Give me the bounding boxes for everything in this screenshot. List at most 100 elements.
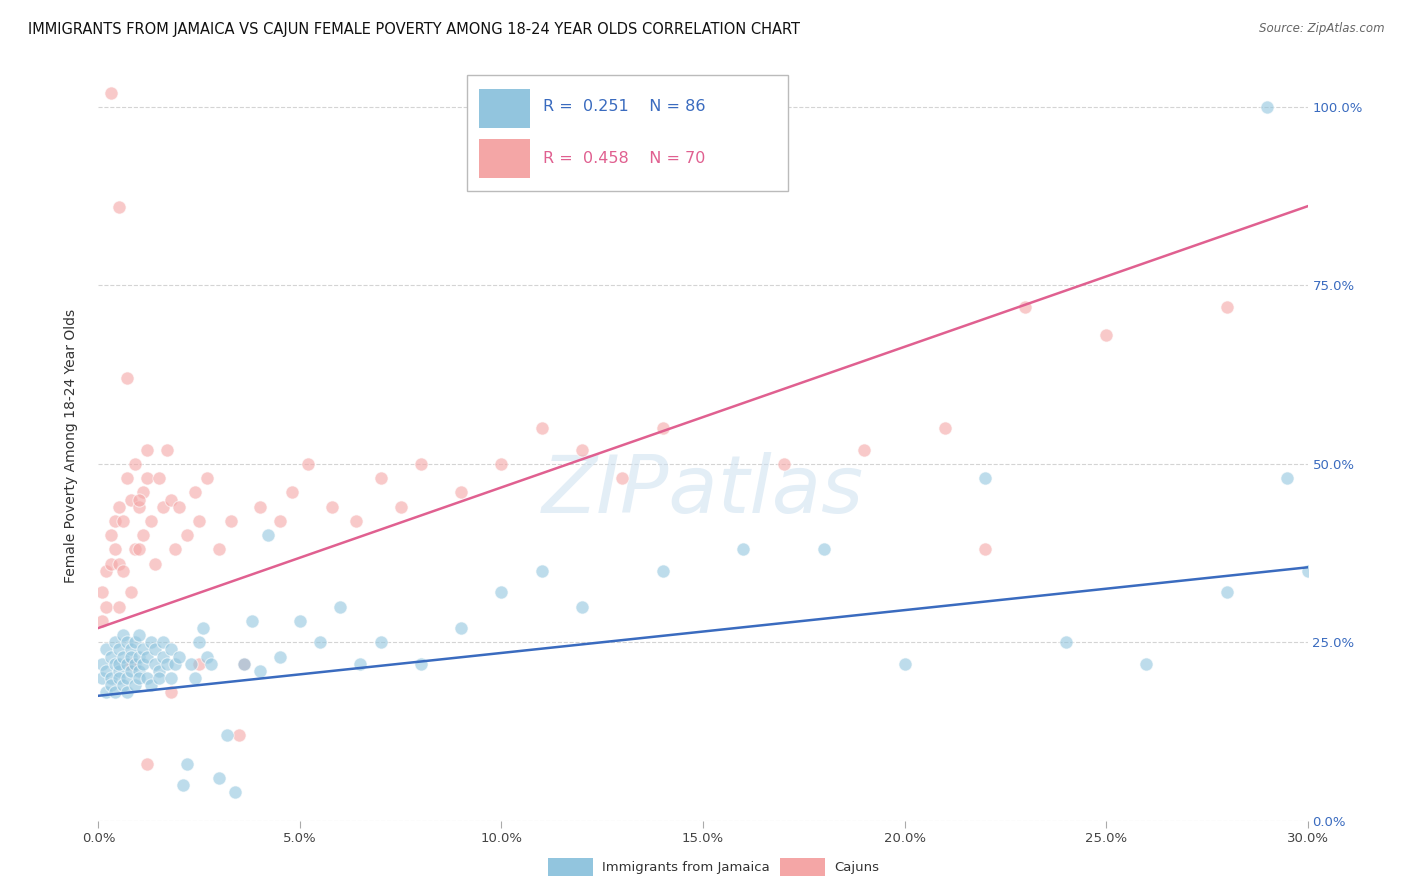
Point [139, 514, 162, 528]
Point [269, 514, 291, 528]
Point [103, 514, 125, 528]
Point [132, 528, 155, 542]
Point [389, 500, 412, 514]
Point [1014, 300, 1036, 314]
Point [128, 492, 150, 507]
Point [221, 514, 243, 528]
Point [1256, 100, 1278, 114]
Point [281, 485, 304, 500]
Y-axis label: Female Poverty Among 18-24 Year Olds: Female Poverty Among 18-24 Year Olds [63, 309, 77, 583]
Point [96, 642, 118, 657]
Point [115, 635, 138, 649]
Point [148, 664, 170, 678]
Point [128, 649, 150, 664]
Text: Immigrants from Jamaica: Immigrants from Jamaica [602, 862, 769, 874]
Point [188, 657, 211, 671]
Point [269, 649, 291, 664]
FancyBboxPatch shape [479, 88, 530, 128]
Point [184, 485, 207, 500]
Point [176, 528, 198, 542]
Point [370, 635, 392, 649]
Point [491, 457, 513, 471]
Point [124, 457, 146, 471]
Point [152, 649, 174, 664]
Point [135, 756, 157, 771]
Point [240, 614, 263, 628]
Text: R =  0.458    N = 70: R = 0.458 N = 70 [543, 151, 706, 166]
Point [143, 557, 166, 571]
Point [1277, 471, 1299, 485]
Point [103, 542, 125, 557]
Point [974, 542, 997, 557]
Point [128, 628, 150, 642]
Point [111, 564, 134, 578]
Point [91, 671, 114, 685]
Point [530, 564, 553, 578]
Point [651, 421, 673, 435]
Point [224, 785, 246, 799]
Point [1095, 328, 1118, 343]
Point [132, 657, 155, 671]
Point [176, 756, 198, 771]
Text: ZIPatlas: ZIPatlas [541, 452, 865, 530]
Point [288, 614, 311, 628]
Point [232, 657, 254, 671]
Point [91, 585, 114, 599]
Point [128, 671, 150, 685]
Point [651, 564, 673, 578]
Point [96, 664, 118, 678]
Point [115, 471, 138, 485]
Point [91, 614, 114, 628]
Point [329, 599, 352, 614]
Point [100, 649, 122, 664]
Point [139, 635, 162, 649]
Point [934, 421, 956, 435]
Point [217, 728, 239, 742]
Point [297, 457, 319, 471]
Point [612, 471, 634, 485]
Point [208, 542, 231, 557]
Point [249, 664, 271, 678]
Point [1135, 657, 1157, 671]
Point [200, 657, 222, 671]
Point [111, 678, 134, 692]
Point [132, 485, 155, 500]
Point [107, 500, 129, 514]
Point [156, 657, 179, 671]
Point [163, 657, 186, 671]
Point [167, 649, 190, 664]
Point [143, 642, 166, 657]
Point [148, 671, 170, 685]
Point [163, 542, 186, 557]
Point [128, 500, 150, 514]
Point [184, 671, 207, 685]
Point [160, 685, 183, 699]
Point [107, 599, 129, 614]
Point [135, 649, 157, 664]
Point [450, 485, 472, 500]
Point [139, 678, 162, 692]
Point [188, 635, 211, 649]
Text: IMMIGRANTS FROM JAMAICA VS CAJUN FEMALE POVERTY AMONG 18-24 YEAR OLDS CORRELATIO: IMMIGRANTS FROM JAMAICA VS CAJUN FEMALE … [28, 22, 800, 37]
Point [124, 635, 146, 649]
Point [344, 514, 367, 528]
Point [733, 542, 755, 557]
Point [160, 642, 183, 657]
Point [974, 471, 997, 485]
Point [100, 557, 122, 571]
Point [180, 657, 202, 671]
Point [893, 657, 915, 671]
Point [107, 642, 129, 657]
Point [228, 728, 250, 742]
Point [195, 471, 218, 485]
FancyBboxPatch shape [467, 75, 787, 191]
Point [370, 471, 392, 485]
Point [115, 671, 138, 685]
Point [349, 657, 371, 671]
Point [321, 500, 343, 514]
Point [120, 664, 142, 678]
Point [135, 671, 157, 685]
Point [409, 457, 432, 471]
Point [107, 664, 129, 678]
Point [120, 649, 142, 664]
